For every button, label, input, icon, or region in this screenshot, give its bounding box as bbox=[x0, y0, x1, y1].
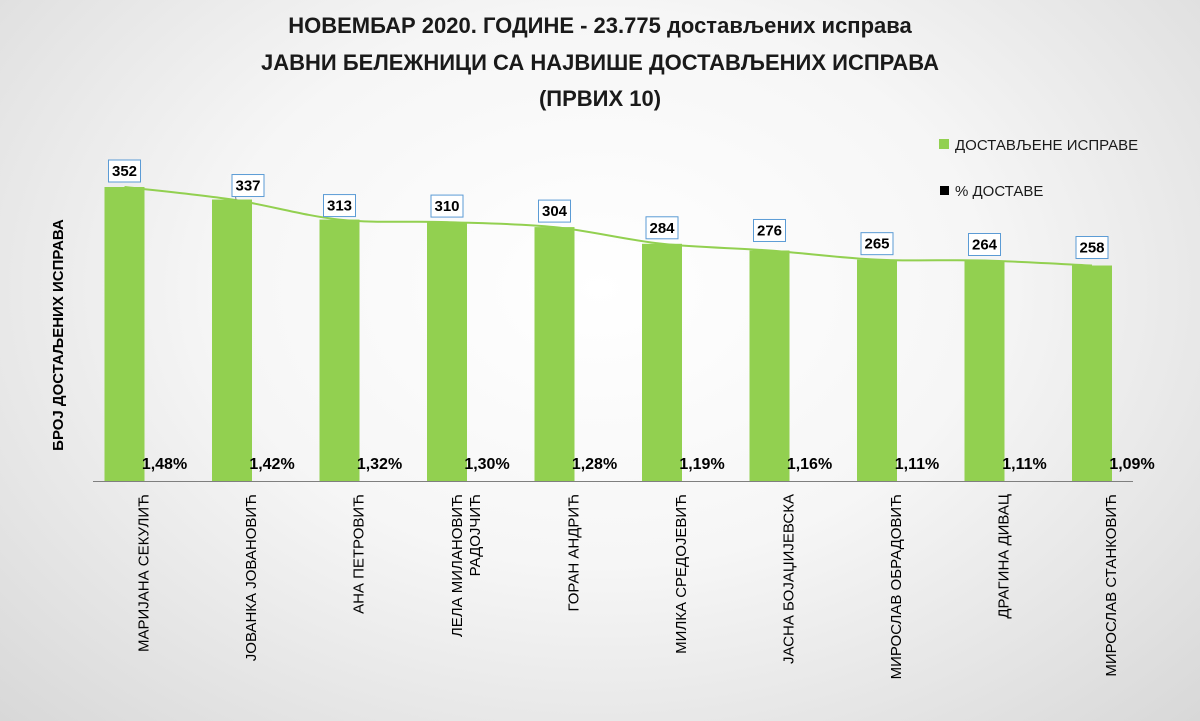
value-label-box bbox=[323, 194, 356, 218]
category-label: ЈАСНА БОЈАЏИЈЕВСКА bbox=[781, 494, 798, 664]
bar bbox=[427, 222, 467, 482]
percent-label: 1,11% bbox=[1002, 456, 1046, 473]
value-label: 337 bbox=[235, 178, 260, 195]
y-axis-label-text: БРОЈ ДОСТАЉЕНИХ ИСПРАВА bbox=[50, 219, 67, 451]
category-label: МАРИЈАНА СЕКУЛИЋ bbox=[136, 494, 153, 652]
bar bbox=[857, 259, 897, 481]
percent-label: 1,48% bbox=[142, 456, 187, 473]
category-label-line: ГОРАН АНДРИЋ bbox=[566, 494, 583, 612]
percent-label: 1,30% bbox=[464, 456, 509, 473]
title-line-1: НОВЕМБАР 2020. ГОДИНЕ - 23.775 достављен… bbox=[288, 13, 912, 38]
category-label-line: МАРИЈАНА СЕКУЛИЋ bbox=[136, 494, 153, 652]
value-label: 265 bbox=[864, 236, 889, 253]
value-label: 284 bbox=[649, 220, 675, 237]
category-label: ЛЕЛА МИЛАНОВИЋ РАДОЈЧИЋ bbox=[449, 494, 484, 637]
category-label-line: ЈОВАНКА ЈОВАНОВИЋ bbox=[243, 494, 260, 661]
value-label-box bbox=[108, 159, 141, 183]
bar bbox=[749, 250, 790, 481]
category-label-line: РАДОЈЧИЋ bbox=[467, 494, 484, 576]
value-label-box bbox=[968, 233, 1001, 256]
category-label: АНА ПЕТРОВИЋ bbox=[351, 494, 368, 614]
percent-label: 1,32% bbox=[357, 456, 402, 473]
value-label-box bbox=[1075, 236, 1109, 260]
legend-swatch-percent bbox=[940, 186, 949, 195]
bar bbox=[642, 243, 682, 481]
legend-label-percent: % ДОСТАВЕ bbox=[955, 183, 1043, 200]
trendline-path bbox=[124, 186, 1093, 267]
value-label: 258 bbox=[1079, 240, 1104, 257]
category-label: ЈОВАНКА ЈОВАНОВИЋ bbox=[243, 494, 260, 661]
category-label-line: АНА ПЕТРОВИЋ bbox=[351, 494, 368, 614]
value-label-box bbox=[860, 232, 894, 256]
percent-label: 1,28% bbox=[572, 456, 617, 473]
category-label: ДРАГИНА ДИВАЦ bbox=[996, 494, 1013, 619]
percent-label: 1,09% bbox=[1109, 456, 1154, 473]
y-axis-label: БРОЈ ДОСТАЉЕНИХ ИСПРАВА bbox=[50, 219, 67, 451]
value-label: 352 bbox=[112, 163, 137, 180]
percent-label: 1,19% bbox=[679, 456, 724, 473]
percent-labels: 1,48% 1,42% 1,32% 1,30% 1,28% 1,19% 1,16% 1,11%… bbox=[142, 456, 1155, 473]
value-label-box bbox=[231, 174, 265, 198]
data-labels: 352 337 313 310 304 284 276 265 264 258 bbox=[108, 159, 1109, 260]
category-label: ГОРАН АНДРИЋ bbox=[566, 494, 583, 612]
bar bbox=[319, 219, 360, 482]
category-label: МИРОСЛАВ СТАНКОВИЋ bbox=[1103, 494, 1120, 677]
value-label-box bbox=[645, 216, 679, 240]
value-label: 310 bbox=[434, 198, 459, 215]
value-label: 264 bbox=[972, 237, 998, 254]
bar bbox=[104, 187, 145, 481]
legend-label-delivered: ДОСТАВЉЕНЕ ИСПРАВЕ bbox=[955, 137, 1138, 154]
category-label-line: ЛЕЛА МИЛАНОВИЋ bbox=[449, 494, 466, 637]
bars bbox=[104, 187, 1112, 482]
trendline bbox=[124, 186, 1093, 267]
category-label-line: ДРАГИНА ДИВАЦ bbox=[996, 494, 1013, 619]
percent-label: 1,16% bbox=[787, 456, 832, 473]
value-label-box bbox=[430, 194, 464, 218]
legend: ДОСТАВЉЕНЕ ИСПРАВЕ % ДОСТАВЕ bbox=[939, 137, 1138, 200]
category-label-line: МИЛКА СРЕДОЈЕВИЋ bbox=[673, 494, 690, 654]
value-label: 276 bbox=[757, 222, 782, 239]
value-label: 304 bbox=[542, 203, 568, 220]
category-label-line: МИРОСЛАВ ОБРАДОВИЋ bbox=[888, 494, 905, 679]
category-labels: МАРИЈАНА СЕКУЛИЋ ЈОВАНКА ЈОВАНОВИЋ АНА ПЕТ… bbox=[136, 494, 1121, 679]
title-line-2: ЈАВНИ БЕЛЕЖНИЦИ СА НАЈВИШЕ ДОСТАВЉЕНИХ И… bbox=[261, 50, 939, 75]
chart-title: НОВЕМБАР 2020. ГОДИНЕ - 23.775 достављен… bbox=[261, 13, 939, 111]
category-label-line: ЈАСНА БОЈАЏИЈЕВСКА bbox=[781, 494, 798, 664]
value-label-box bbox=[753, 218, 786, 242]
category-label: МИЛКА СРЕДОЈЕВИЋ bbox=[673, 494, 690, 654]
value-label-box bbox=[538, 199, 571, 223]
category-label: МИРОСЛАВ ОБРАДОВИЋ bbox=[888, 494, 905, 679]
value-label: 313 bbox=[327, 198, 352, 215]
percent-label: 1,42% bbox=[249, 456, 294, 473]
category-label-line: МИРОСЛАВ СТАНКОВИЋ bbox=[1103, 494, 1120, 677]
bar bbox=[212, 199, 252, 481]
percent-label: 1,11% bbox=[895, 456, 939, 473]
bar bbox=[964, 260, 1005, 481]
bar bbox=[534, 227, 575, 481]
bar bbox=[1072, 265, 1112, 481]
title-line-3: (ПРВИХ 10) bbox=[539, 86, 661, 111]
legend-swatch-delivered bbox=[939, 139, 949, 149]
